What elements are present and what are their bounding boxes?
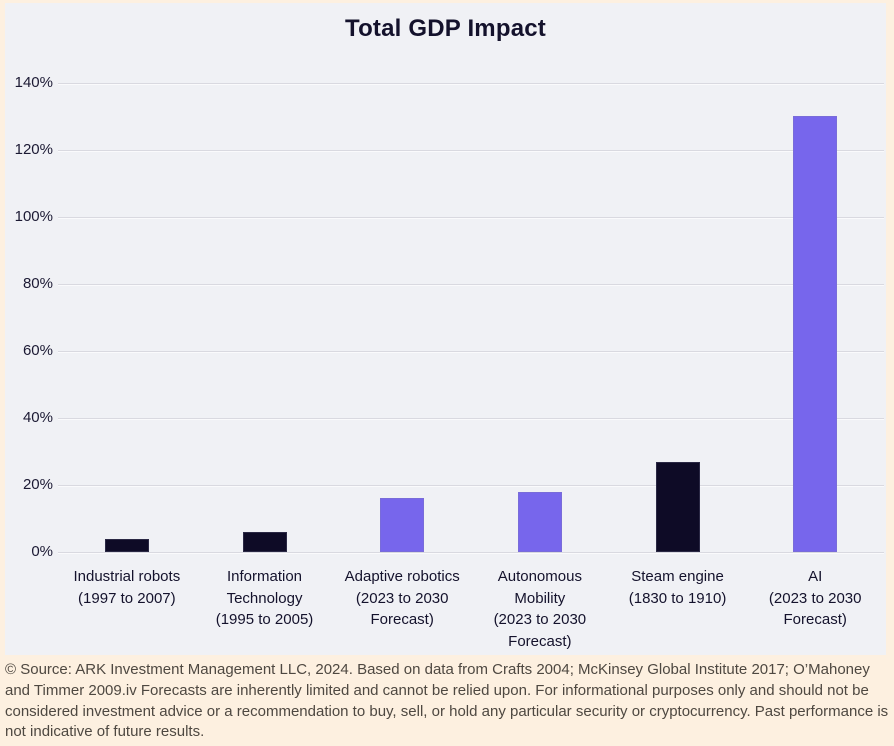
gridline-60	[58, 351, 884, 352]
x-label-autonomous: Autonomous Mobility (2023 to 2030 Foreca…	[493, 568, 587, 650]
gridline-120	[58, 150, 884, 151]
bar-adaptive-robotics	[380, 498, 424, 552]
x-label-steam-engine: Steam engine (1830 to 1910)	[628, 568, 727, 607]
x-label-information: Information Technology (1995 to 2005)	[215, 568, 314, 628]
gridline-140	[58, 83, 884, 84]
y-tick-label-0: 0%	[31, 543, 53, 560]
x-label-ai: AI (2023 to 2030 Forecast)	[768, 568, 862, 628]
chart-title: Total GDP Impact	[344, 15, 546, 42]
gridline-0	[58, 552, 884, 553]
gridline-20	[58, 485, 884, 486]
bar-industrial-robots	[105, 539, 149, 552]
bar-ai	[793, 116, 837, 552]
bar-information	[243, 532, 287, 552]
y-tick-label-40: 40%	[22, 409, 53, 426]
gridline-80	[58, 284, 884, 285]
y-tick-label-80: 80%	[22, 275, 53, 292]
gridline-40	[58, 418, 884, 419]
plot-area	[58, 83, 884, 553]
y-tick-label-20: 20%	[22, 476, 53, 493]
y-tick-label-60: 60%	[22, 342, 53, 359]
y-tick-label-100: 100%	[14, 208, 53, 225]
chart-panel: Total GDP Impact 0% 20% 40% 60% 80% 100% 120% 1…	[5, 3, 886, 655]
y-tick-label-120: 120%	[14, 141, 53, 158]
bar-autonomous	[518, 492, 562, 552]
gridline-100	[58, 217, 884, 218]
bar-steam-engine	[656, 462, 700, 552]
source-disclaimer: © Source: ARK Investment Management LLC,…	[0, 655, 894, 746]
x-label-adaptive-robotics: Adaptive robotics (2023 to 2030 Forecast…	[344, 568, 460, 628]
y-tick-label-140: 140%	[14, 74, 53, 91]
x-label-industrial-robots: Industrial robots (1997 to 2007)	[73, 568, 181, 607]
x-axis-labels: Industrial robots (1997 to 2007) Informat…	[58, 566, 884, 652]
